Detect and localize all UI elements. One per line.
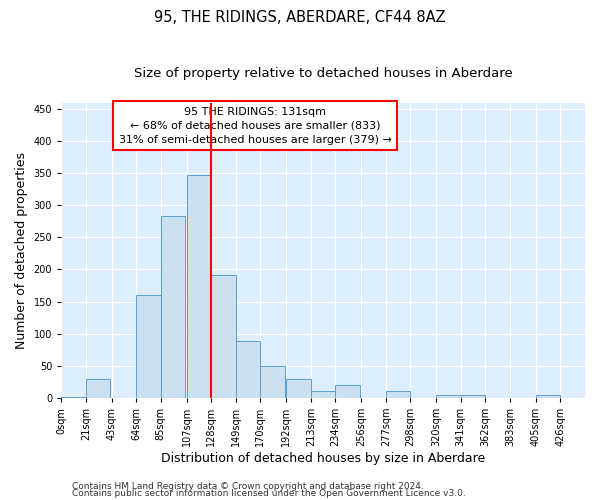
Bar [386,392,410,398]
Bar [536,394,560,398]
Text: 95, THE RIDINGS, ABERDARE, CF44 8AZ: 95, THE RIDINGS, ABERDARE, CF44 8AZ [154,10,446,25]
Text: Contains public sector information licensed under the Open Government Licence v3: Contains public sector information licen… [72,490,466,498]
Bar [286,378,311,398]
Bar [86,378,110,398]
Bar [61,396,86,398]
Bar [335,385,360,398]
Bar [161,216,185,398]
Bar [260,366,285,398]
Bar [461,394,485,398]
X-axis label: Distribution of detached houses by size in Aberdare: Distribution of detached houses by size … [161,452,485,465]
Bar [236,342,260,398]
Bar [436,394,461,398]
Text: Contains HM Land Registry data © Crown copyright and database right 2024.: Contains HM Land Registry data © Crown c… [72,482,424,491]
Y-axis label: Number of detached properties: Number of detached properties [15,152,28,348]
Bar [136,294,161,398]
Bar [311,392,335,398]
Bar [211,274,236,398]
Text: 95 THE RIDINGS: 131sqm
← 68% of detached houses are smaller (833)
31% of semi-de: 95 THE RIDINGS: 131sqm ← 68% of detached… [119,107,391,145]
Title: Size of property relative to detached houses in Aberdare: Size of property relative to detached ho… [134,68,512,80]
Bar [187,175,211,398]
